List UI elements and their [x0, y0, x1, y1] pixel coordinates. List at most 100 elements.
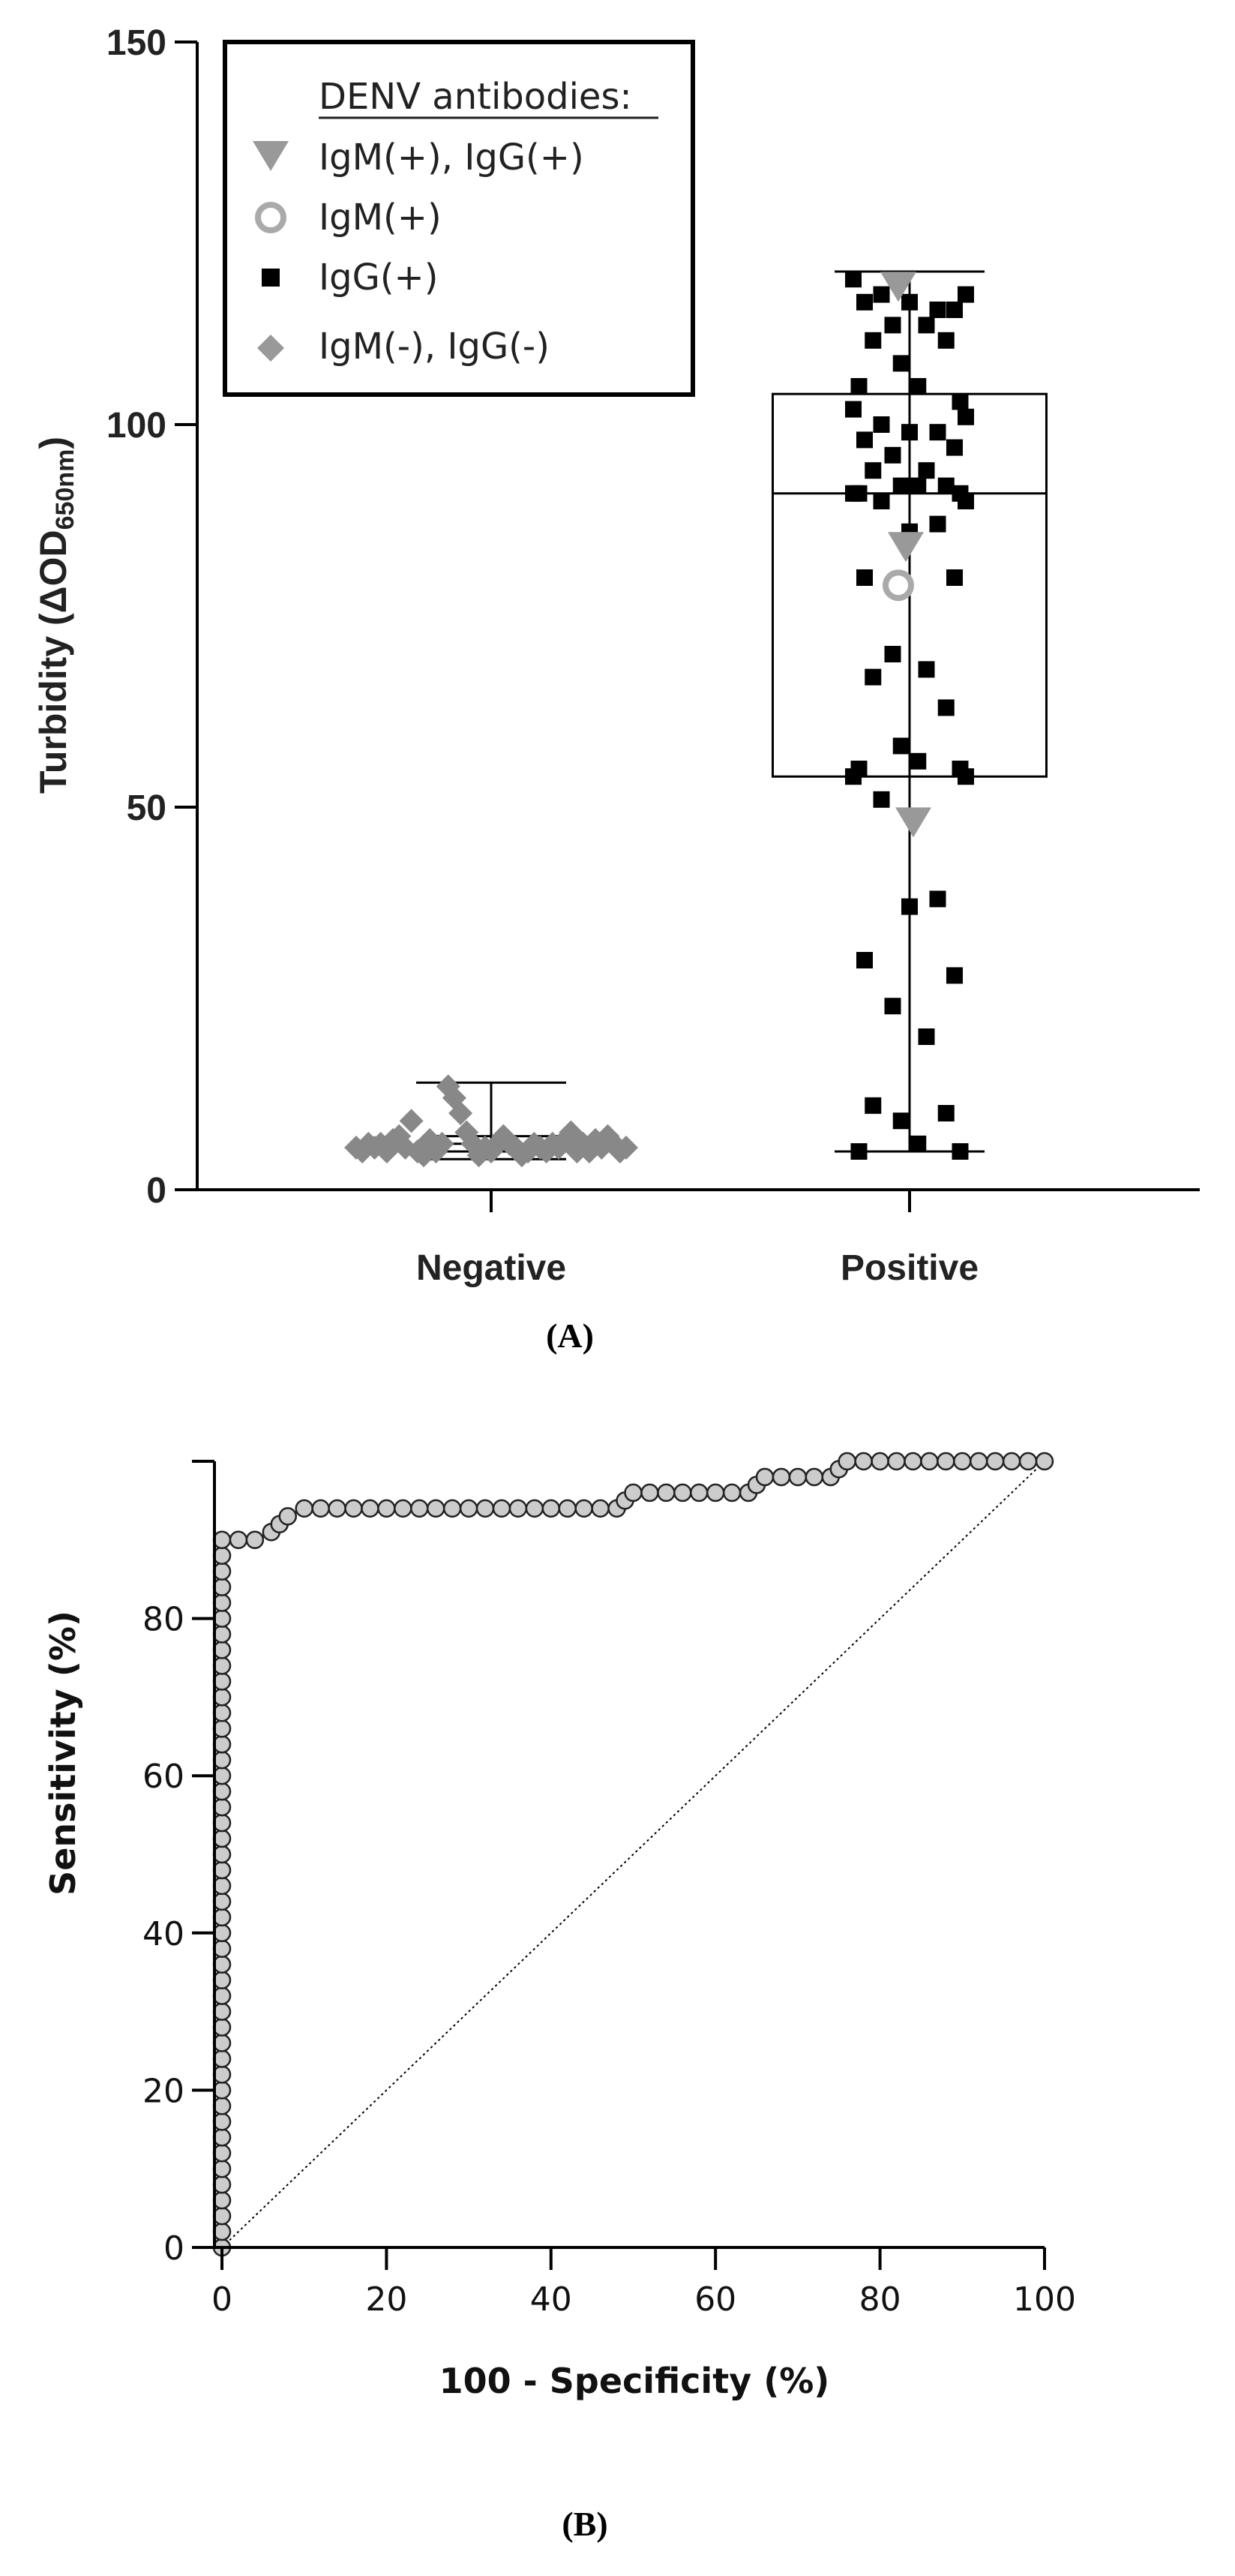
roc-point — [920, 1452, 939, 1471]
legend-label-neg: IgM(-), IgG(-) — [319, 326, 550, 368]
panel-b-x-tick-label: 40 — [530, 2280, 572, 2319]
point-igg-pos — [901, 898, 918, 915]
point-igg-pos — [901, 293, 918, 311]
roc-point — [410, 1499, 429, 1518]
point-igg-pos — [952, 1143, 969, 1160]
roc-point — [953, 1452, 972, 1471]
roc-point — [212, 1704, 232, 1722]
point-igg-pos — [958, 408, 974, 425]
roc-point — [805, 1467, 824, 1487]
roc-point — [212, 1797, 232, 1817]
point-igg-pos — [873, 791, 890, 808]
point-igg-pos — [918, 661, 935, 678]
panel-b-y-ticks: 0 20 40 60 80 — [142, 1601, 214, 2268]
panel-a-y-tick-label: 100 — [106, 406, 166, 446]
point-igg-pos — [892, 355, 910, 372]
point-igg-pos — [946, 439, 963, 456]
roc-point — [212, 1578, 232, 1596]
point-igg-pos — [884, 646, 901, 662]
point-igm-igg-pos — [888, 532, 924, 563]
roc-point — [212, 2143, 232, 2163]
roc-point — [344, 1499, 363, 1518]
roc-point — [541, 1499, 561, 1518]
roc-point — [212, 1609, 232, 1628]
roc-point — [442, 1499, 462, 1518]
panel-a-y-ticks: 0 50 100 150 — [106, 23, 197, 1211]
point-igg-pos — [910, 378, 927, 395]
point-igg-pos — [865, 668, 882, 686]
point-igg-pos — [850, 1143, 868, 1160]
point-igg-pos — [845, 401, 862, 418]
roc-point — [475, 1499, 495, 1518]
roc-point — [212, 2065, 232, 2084]
roc-point — [640, 1483, 659, 1503]
point-igg-pos — [865, 1097, 882, 1114]
roc-point — [558, 1499, 577, 1518]
roc-point — [377, 1499, 396, 1518]
roc-point — [887, 1452, 906, 1471]
point-igg-pos — [892, 1112, 910, 1130]
roc-point — [212, 2159, 232, 2178]
point-igg-pos — [873, 493, 890, 509]
panel-b-x-tick-label: 20 — [365, 2280, 407, 2319]
roc-point — [624, 1483, 643, 1503]
legend-marker-igg-pos — [262, 269, 280, 287]
panel-a-y-tick-label: 50 — [127, 788, 166, 828]
roc-point — [1035, 1452, 1054, 1471]
roc-point — [969, 1452, 988, 1471]
panel-b-x-axis-title: 100 - Specificity (%) — [439, 2361, 830, 2401]
roc-point — [212, 1735, 232, 1754]
point-igg-pos — [892, 737, 910, 755]
roc-point — [673, 1483, 692, 1503]
point-igg-pos — [845, 768, 862, 785]
roc-point — [278, 1507, 298, 1526]
point-negative — [368, 1131, 393, 1156]
point-igg-pos — [929, 515, 946, 533]
roc-point — [394, 1499, 412, 1518]
roc-point — [212, 2206, 232, 2226]
point-igm-igg-pos — [895, 807, 931, 838]
roc-point — [212, 1876, 232, 1896]
roc-point — [1002, 1452, 1021, 1471]
roc-point — [755, 1467, 775, 1487]
point-igg-pos — [856, 431, 873, 449]
roc-point — [657, 1483, 676, 1503]
panel-b-x-ticks: 0 20 40 60 80 100 — [211, 2247, 1076, 2319]
point-igg-pos — [918, 462, 935, 479]
panel-b-marks — [212, 1452, 1054, 2257]
point-igg-pos — [946, 569, 963, 586]
point-igg-pos — [958, 286, 974, 303]
roc-point — [245, 1530, 265, 1550]
point-igg-pos — [952, 393, 969, 410]
roc-point — [212, 2049, 232, 2068]
roc-point — [311, 1499, 330, 1518]
panel-a-marks — [344, 270, 1048, 1168]
legend-label-igm-pos: IgM(+) — [319, 197, 442, 239]
point-igg-pos — [865, 332, 882, 349]
legend-label-igm-igg-pos: IgM(+), IgG(+) — [319, 137, 584, 179]
roc-point — [212, 2002, 232, 2021]
roc-point — [212, 1986, 232, 2005]
panel-a-y-axis-title: Turbidity (ΔOD650nm) — [32, 437, 79, 794]
point-igg-pos — [958, 768, 974, 785]
roc-point — [426, 1499, 445, 1518]
roc-point — [690, 1483, 709, 1503]
panel-b-y-tick-label: 60 — [142, 1758, 184, 1796]
roc-point — [212, 2128, 232, 2147]
roc-point — [212, 1593, 232, 1612]
point-igg-pos — [884, 317, 901, 334]
roc-point — [212, 2097, 232, 2115]
roc-point — [212, 1908, 232, 1927]
roc-point — [212, 2081, 232, 2100]
roc-point — [229, 1530, 248, 1550]
point-igg-pos — [856, 569, 873, 586]
roc-point — [212, 1845, 232, 1864]
roc-point — [706, 1483, 725, 1503]
roc-point — [212, 1923, 232, 1943]
roc-point — [937, 1452, 955, 1471]
roc-point — [212, 1860, 232, 1880]
roc-point — [985, 1452, 1005, 1471]
point-igg-pos — [892, 477, 910, 494]
point-igg-pos — [910, 1135, 927, 1152]
